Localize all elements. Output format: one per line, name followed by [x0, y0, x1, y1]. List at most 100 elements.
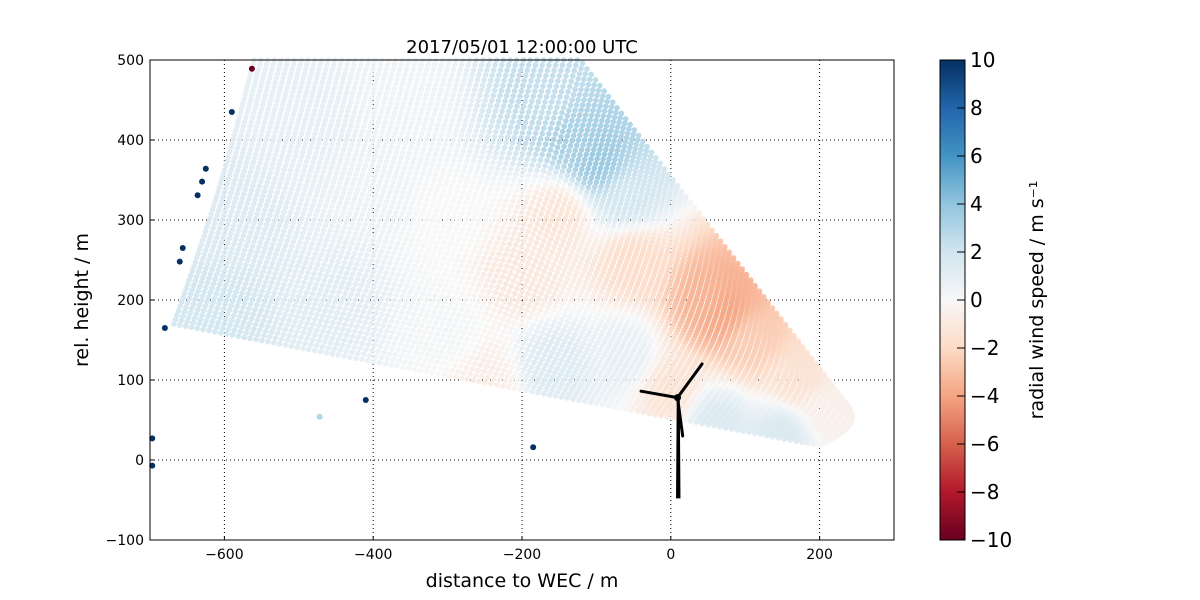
- scan-point: [566, 148, 572, 154]
- scan-point: [397, 266, 404, 273]
- scan-point: [378, 327, 384, 334]
- scan-point: [429, 314, 436, 320]
- scan-point: [409, 200, 416, 207]
- scan-point: [263, 240, 270, 247]
- scan-point: [390, 159, 396, 165]
- scan-point: [422, 141, 429, 147]
- scan-point: [432, 244, 439, 251]
- scan-point: [268, 314, 274, 321]
- scan-point: [269, 184, 276, 191]
- scan-point: [236, 163, 242, 170]
- scan-point: [316, 222, 322, 228]
- scan-point: [529, 280, 536, 287]
- scan-point: [368, 95, 375, 101]
- scan-point: [598, 98, 605, 104]
- scan-point: [471, 349, 477, 355]
- scan-point: [456, 340, 462, 347]
- scan-point: [321, 262, 327, 268]
- scan-point: [574, 252, 580, 259]
- scan-point: [379, 338, 386, 345]
- scan-point: [294, 344, 300, 351]
- scan-point: [440, 147, 447, 153]
- scan-point: [608, 104, 615, 110]
- scan-point: [475, 367, 482, 373]
- scan-point: [447, 167, 454, 174]
- scan-point: [465, 319, 472, 326]
- scan-point: [351, 85, 358, 91]
- scan-point: [521, 77, 528, 84]
- scan-point: [413, 190, 419, 197]
- scan-point: [442, 72, 449, 78]
- scan-point: [335, 71, 341, 77]
- scan-point: [237, 136, 243, 143]
- scan-point: [360, 99, 367, 106]
- scan-point: [323, 334, 330, 340]
- scan-point: [618, 134, 624, 140]
- scan-point: [427, 346, 433, 353]
- scan-point: [556, 139, 563, 145]
- scan-point: [447, 256, 454, 263]
- scan-point: [418, 264, 425, 270]
- scan-point: [359, 246, 366, 253]
- scan-point: [351, 61, 357, 68]
- scan-point: [341, 166, 348, 172]
- scan-point: [479, 345, 486, 352]
- scan-point: [318, 84, 324, 91]
- scan-point: [246, 305, 252, 312]
- scan-point: [312, 332, 318, 338]
- scan-point: [474, 102, 480, 109]
- scan-point: [396, 139, 402, 146]
- scan-point: [206, 238, 212, 244]
- scan-point: [515, 220, 521, 227]
- scan-point: [175, 308, 182, 314]
- scan-point: [326, 127, 333, 133]
- scan-point: [438, 229, 445, 235]
- scan-point: [434, 101, 440, 108]
- scan-point: [329, 335, 336, 341]
- scan-point: [301, 121, 308, 127]
- scan-point: [471, 174, 478, 181]
- scan-point: [505, 108, 512, 115]
- scan-point: [468, 184, 475, 191]
- scan-point: [411, 311, 417, 317]
- scan-point: [554, 298, 561, 304]
- scan-point: [556, 159, 563, 165]
- scan-point: [573, 102, 580, 108]
- scan-point: [247, 146, 254, 152]
- scan-point: [279, 194, 286, 201]
- scan-point: [340, 279, 346, 286]
- scan-point: [314, 226, 321, 233]
- scan-point: [523, 72, 529, 79]
- scan-point: [265, 129, 272, 135]
- scan-point: [372, 279, 379, 285]
- scan-point: [181, 309, 188, 315]
- scan-point: [302, 340, 308, 347]
- scan-point: [269, 161, 276, 167]
- scan-point: [603, 165, 610, 172]
- scan-point: [322, 222, 329, 229]
- scan-point: [284, 307, 290, 313]
- scan-point: [330, 218, 337, 225]
- scan-point: [565, 88, 571, 95]
- scan-point: [452, 173, 458, 179]
- scan-point: [579, 221, 586, 227]
- scan-point: [293, 283, 299, 290]
- scan-point: [223, 245, 229, 251]
- scan-point: [357, 113, 363, 120]
- scan-point: [518, 193, 525, 200]
- scan-point: [503, 323, 509, 330]
- scan-point: [245, 177, 251, 184]
- scan-point: [372, 172, 379, 179]
- scan-point: [480, 316, 487, 322]
- scan-point: [429, 369, 435, 376]
- scan-point: [294, 167, 301, 174]
- scan-point: [412, 279, 418, 285]
- scan-point: [402, 120, 408, 126]
- scan-point: [390, 313, 397, 320]
- scan-point: [338, 132, 345, 138]
- scan-point: [500, 103, 507, 109]
- scan-point: [406, 150, 413, 156]
- scan-point: [521, 145, 527, 152]
- scan-point: [534, 312, 541, 318]
- scan-point: [473, 303, 479, 310]
